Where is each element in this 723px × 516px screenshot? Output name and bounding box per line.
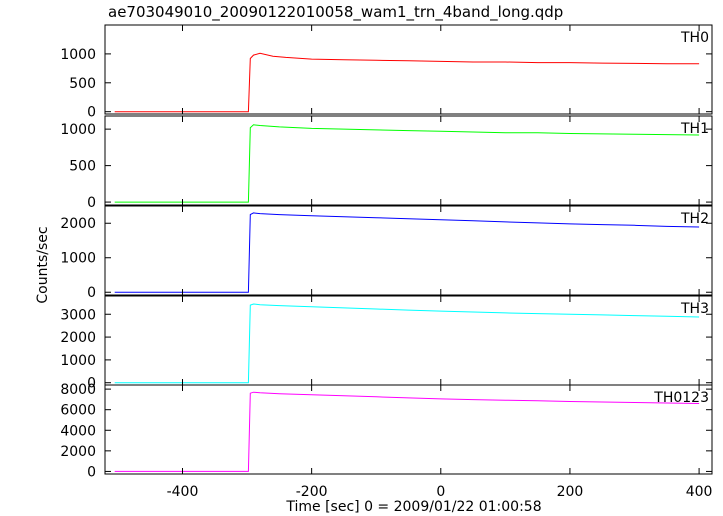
x-tick-label: -200 [296, 484, 328, 500]
y-tick-label-th2: 0 [87, 285, 96, 301]
y-tick-label-th3: 1000 [60, 353, 96, 369]
y-tick-label-th0123: 6000 [60, 403, 96, 419]
y-tick-label-th0123: 4000 [60, 423, 96, 439]
panel-label-th0: TH0 [680, 30, 709, 46]
series-line-th0123 [114, 391, 700, 472]
y-tick-label-th0: 1000 [60, 47, 96, 63]
y-tick-label-th2: 2000 [60, 216, 96, 232]
y-tick-label-th3: 3000 [60, 307, 96, 323]
x-tick-label: 400 [686, 484, 713, 500]
x-tick-label: 200 [557, 484, 584, 500]
panel-frame-th0 [104, 24, 713, 115]
panel-frame-th2 [104, 205, 713, 296]
y-tick-label-th2: 1000 [60, 251, 96, 267]
panel-label-th1: TH1 [680, 121, 709, 137]
y-tick-label-th1: 500 [69, 159, 96, 175]
y-tick-label-th0123: 0 [87, 464, 96, 480]
y-tick-label-th0123: 2000 [60, 444, 96, 460]
x-tick-label: 0 [436, 484, 445, 500]
y-tick-label-th3: 0 [87, 376, 96, 392]
series-line-th3 [114, 303, 700, 384]
y-axis-label: Counts/sec [35, 226, 51, 303]
panel-frame-th0123 [104, 384, 713, 475]
panel-label-th2: TH2 [680, 211, 709, 227]
chart-title: ae703049010_20090122010058_wam1_trn_4ban… [108, 3, 563, 22]
panel-frame-th1 [104, 115, 713, 206]
series-line-th1 [114, 124, 700, 203]
series-line-th0 [114, 52, 700, 113]
y-tick-label-th3: 2000 [60, 330, 96, 346]
y-tick-label-th0123: 8000 [60, 382, 96, 398]
x-axis-label: Time [sec] 0 = 2009/01/22 01:00:58 [285, 499, 541, 515]
y-tick-label-th0: 0 [87, 105, 96, 121]
panel-label-th0123: TH0123 [653, 390, 709, 406]
y-tick-label-th0: 500 [69, 76, 96, 92]
y-tick-label-th1: 1000 [60, 122, 96, 138]
y-tick-label-th1: 0 [87, 195, 96, 211]
x-tick-label: -400 [167, 484, 199, 500]
series-line-th2 [114, 212, 700, 293]
panel-label-th3: TH3 [680, 301, 709, 317]
panel-frame-th3 [104, 295, 713, 386]
